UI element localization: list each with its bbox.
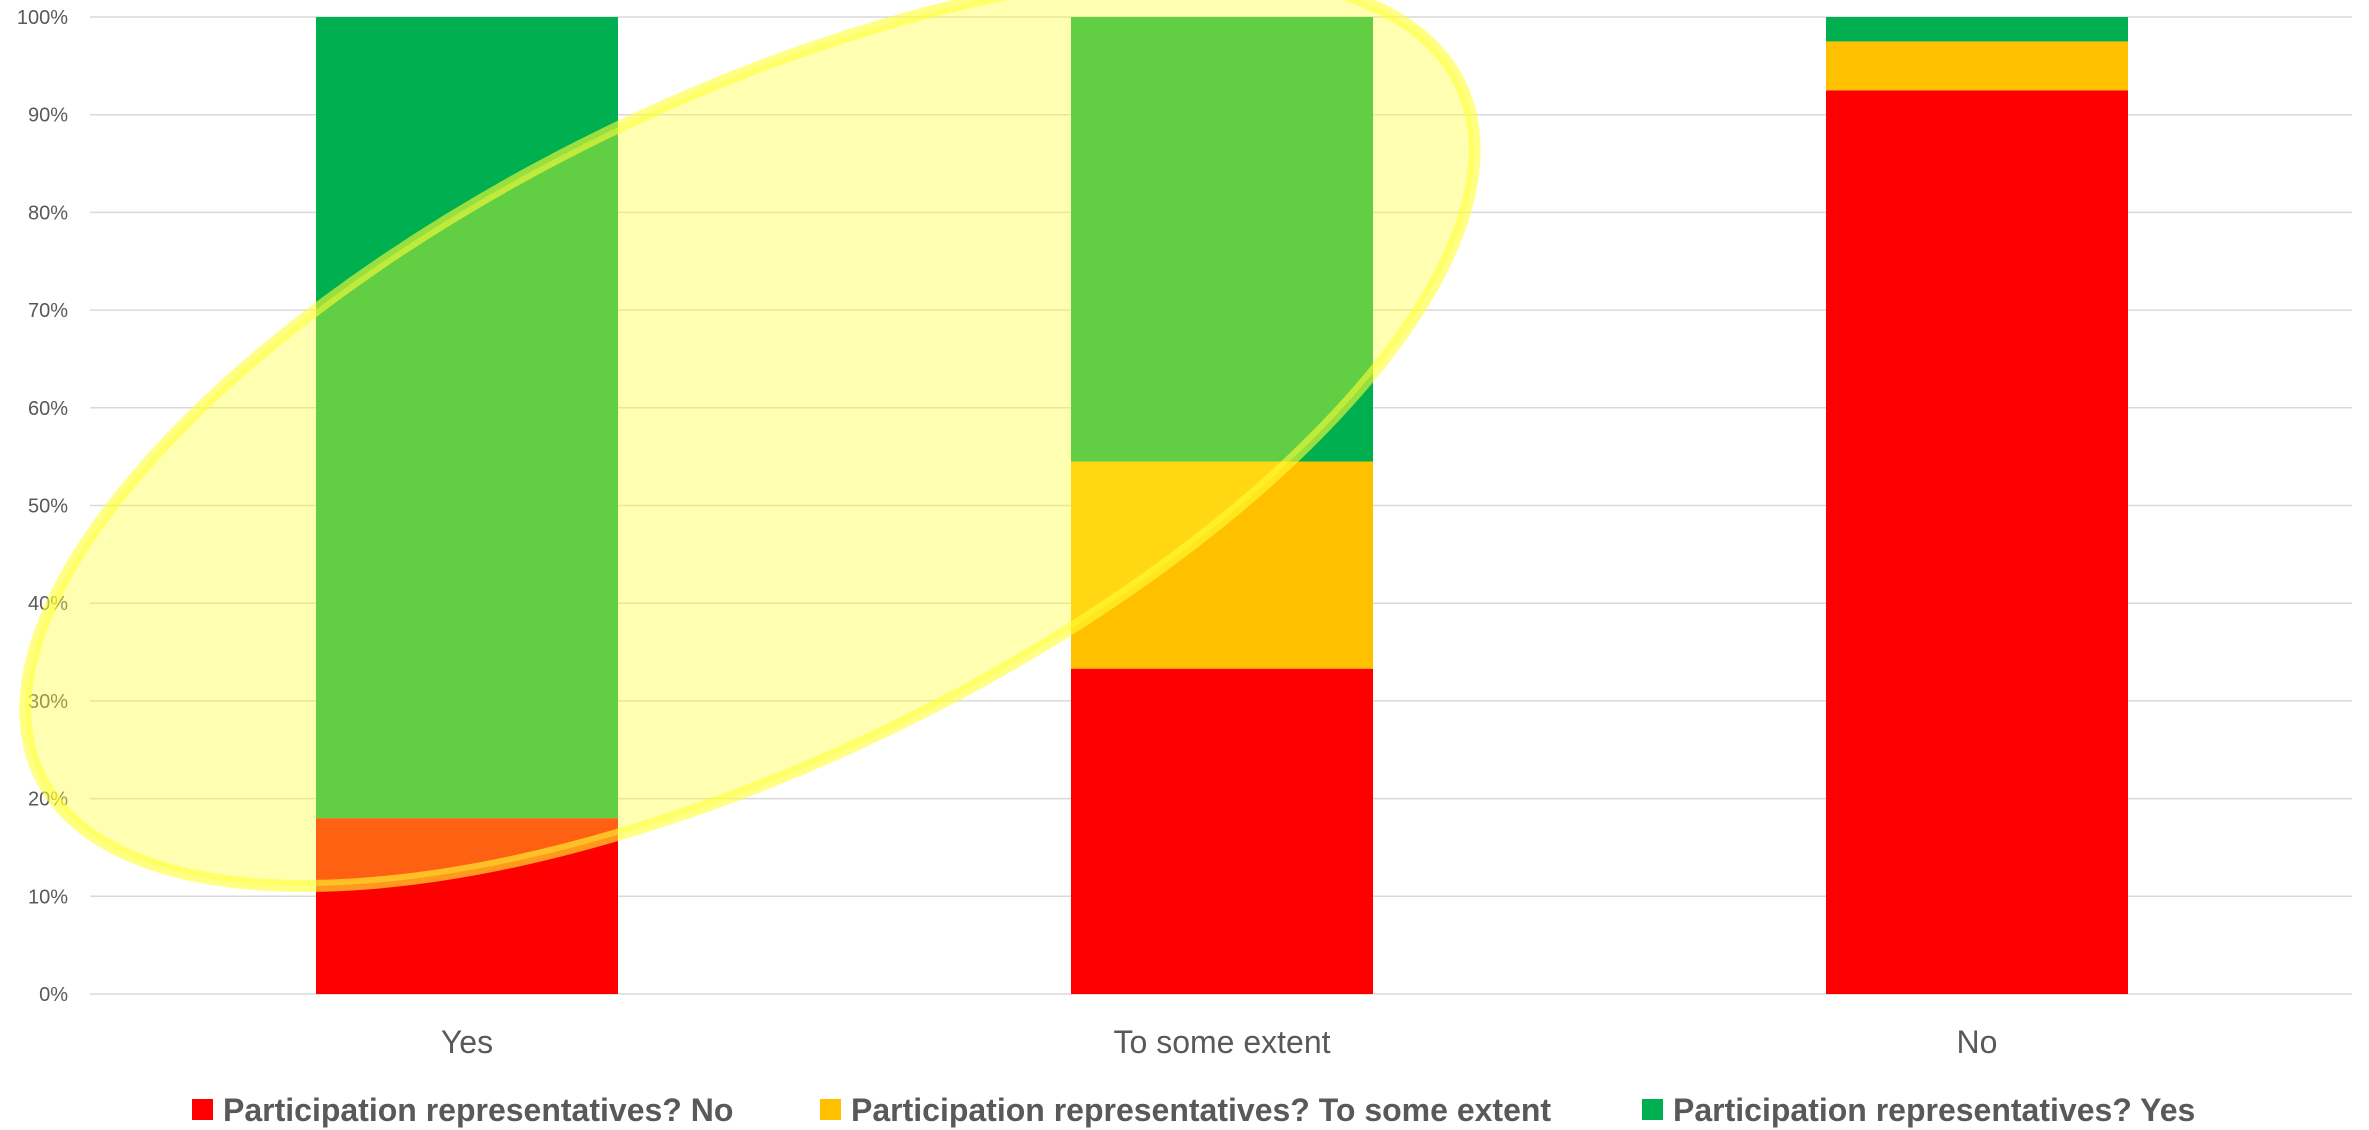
x-category-label: To some extent: [1114, 1024, 1331, 1060]
legend-item: Participation representatives? To some e…: [820, 1092, 1551, 1128]
highlight-annotation: [19, 0, 1481, 892]
bar-segment: [1826, 41, 2128, 91]
legend-label: Participation representatives? Yes: [1673, 1092, 2195, 1128]
y-tick-label: 50%: [28, 496, 68, 518]
legend-label: Participation representatives? To some e…: [851, 1092, 1551, 1128]
y-tick-label: 0%: [39, 984, 68, 1006]
legend: Participation representatives? No Partici…: [192, 1092, 2195, 1128]
legend-swatch: [192, 1099, 213, 1120]
legend-label: Participation representatives? No: [223, 1092, 733, 1128]
x-category-label: Yes: [441, 1024, 493, 1060]
legend-swatch: [820, 1099, 841, 1120]
legend-swatch: [1642, 1099, 1663, 1120]
bar-stacks: [316, 17, 2128, 994]
bar-segment: [1071, 668, 1373, 994]
bar-segment: [1071, 17, 1373, 462]
bar-segment: [1826, 90, 2128, 994]
legend-item: Participation representatives? No: [192, 1092, 733, 1128]
y-tick-label: 10%: [28, 886, 68, 908]
highlight-ellipse: [19, 0, 1481, 892]
y-tick-label: 80%: [28, 202, 68, 224]
bar-stack: [1071, 17, 1373, 994]
bar-segment: [1826, 17, 2128, 42]
y-tick-label: 60%: [28, 398, 68, 420]
bar-segment: [1071, 461, 1373, 669]
legend-item: Participation representatives? Yes: [1642, 1092, 2195, 1128]
x-category-label: No: [1957, 1024, 1998, 1060]
y-tick-label: 30%: [28, 691, 68, 713]
y-tick-label: 100%: [17, 7, 68, 29]
y-tick-label: 90%: [28, 105, 68, 127]
bar-stack: [1826, 17, 2128, 994]
x-axis-category-labels: Yes To some extent No: [441, 1024, 1998, 1060]
y-axis-tick-labels: 0%10%20%30%40%50%60%70%80%90%100%: [17, 7, 68, 1006]
y-tick-label: 70%: [28, 300, 68, 322]
